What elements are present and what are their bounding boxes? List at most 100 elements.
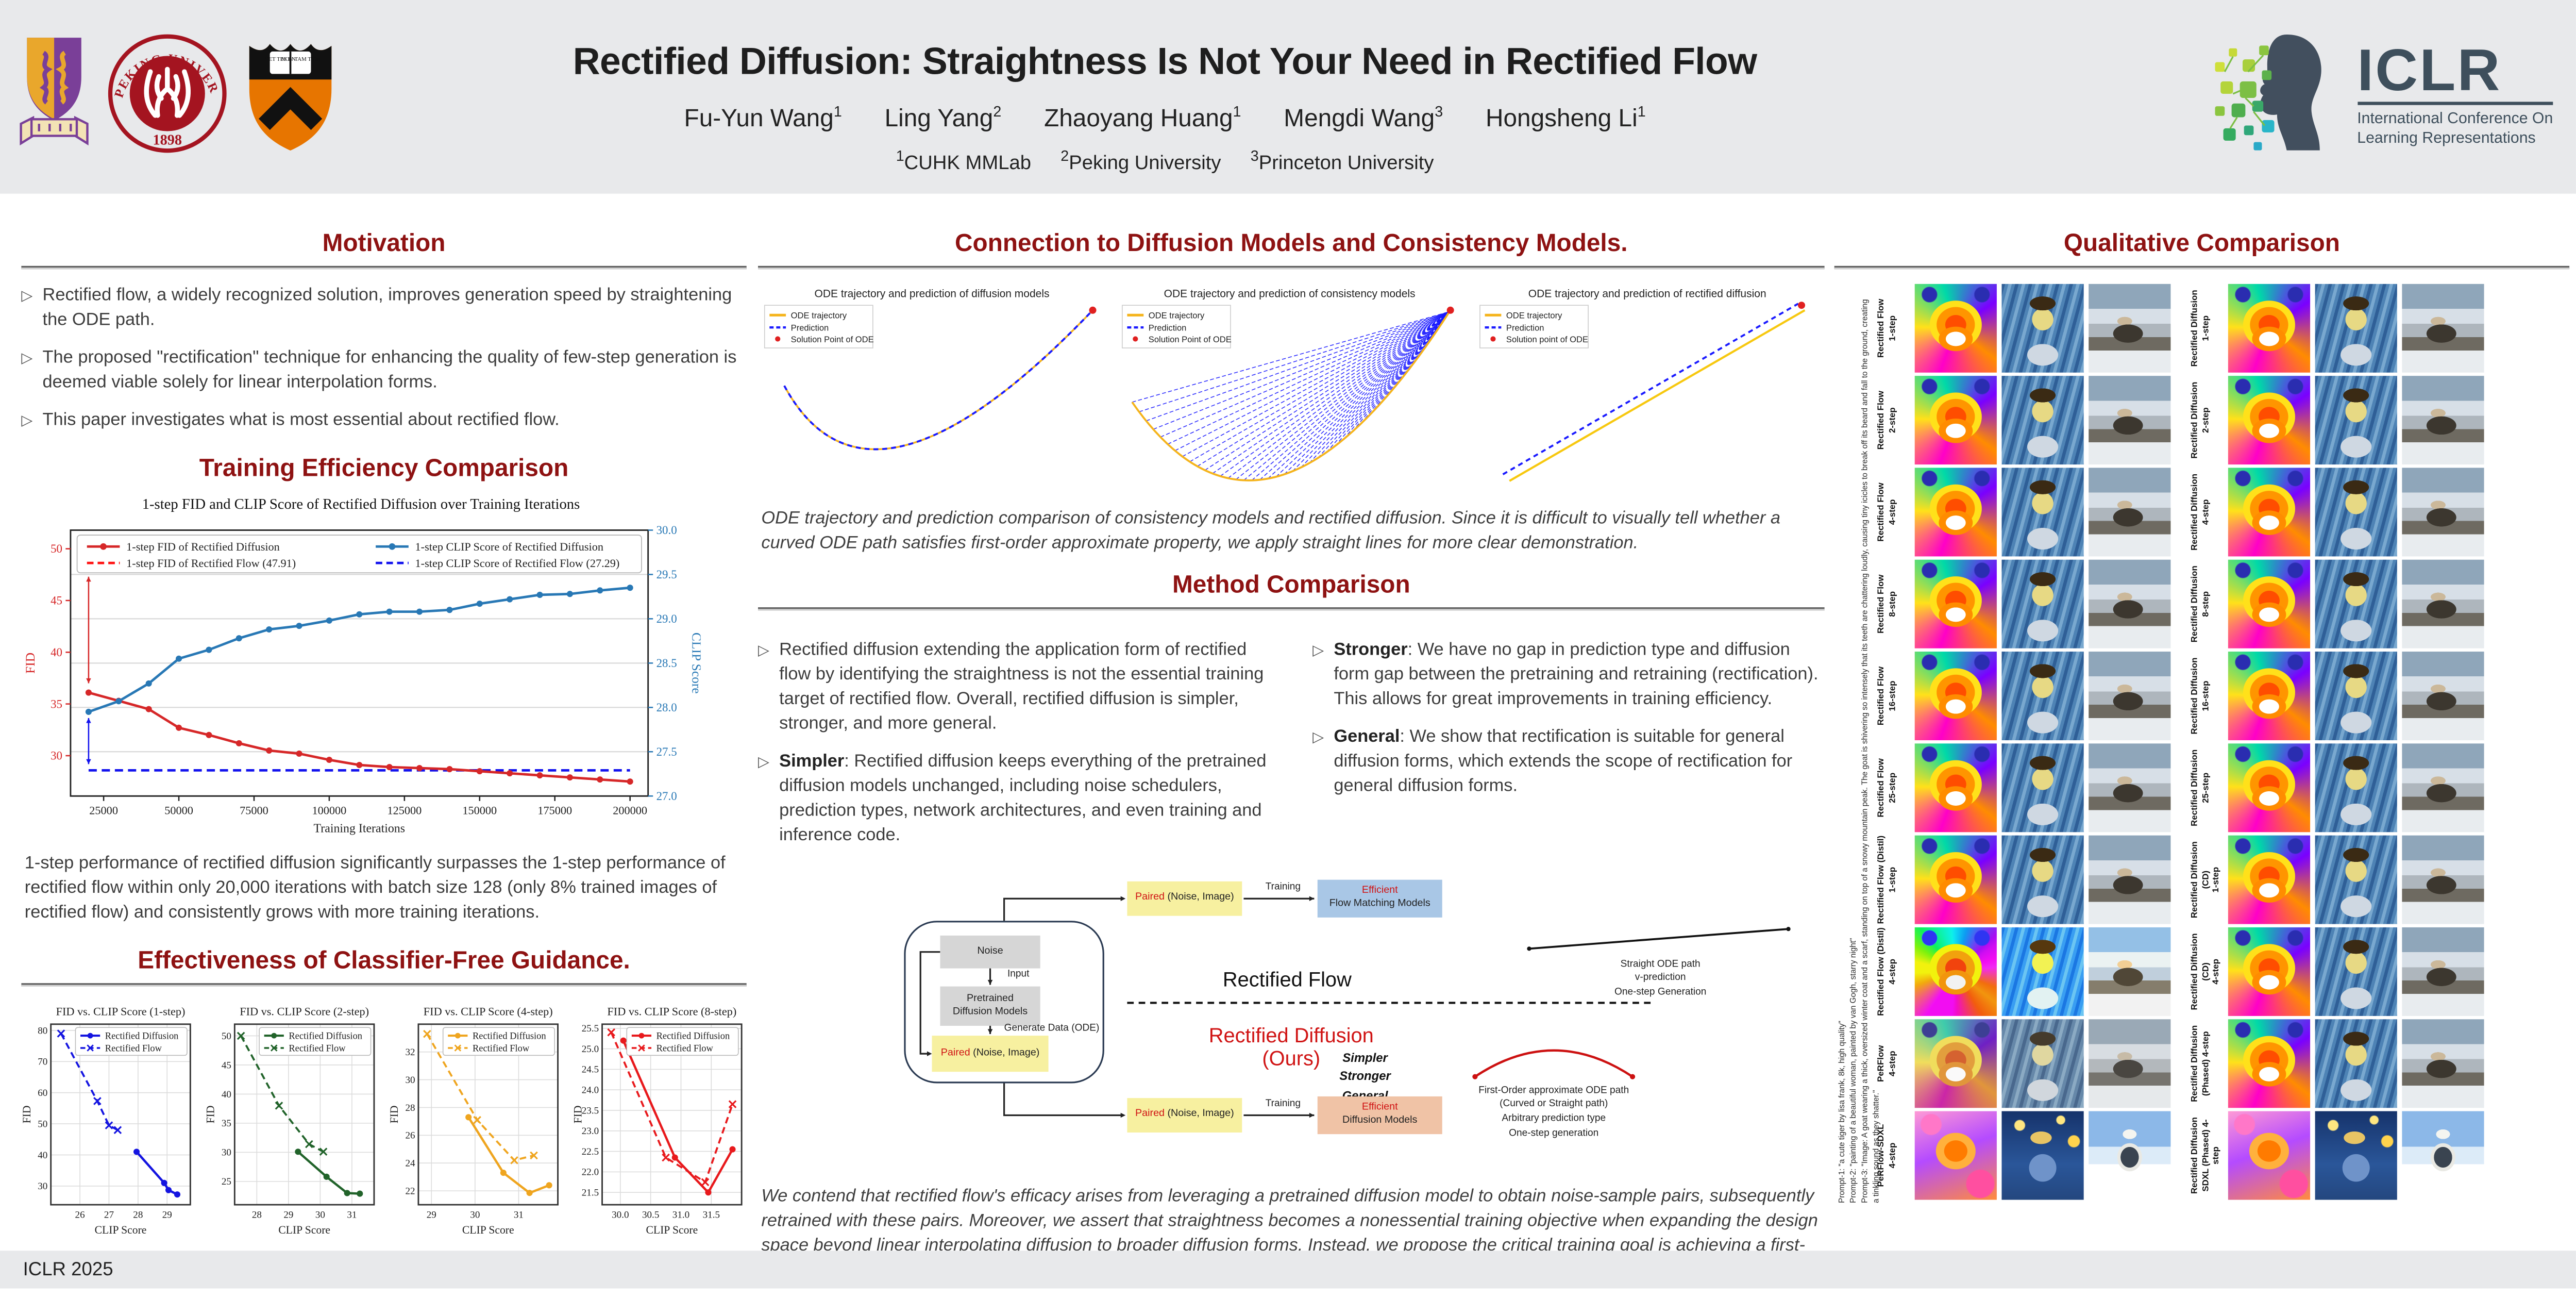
sample-image-goat: [2089, 284, 2171, 373]
svg-text:80: 80: [38, 1025, 47, 1036]
svg-text:175000: 175000: [537, 803, 572, 816]
svg-text:Prediction: Prediction: [791, 323, 829, 333]
sample-image-portrait: [2315, 559, 2397, 648]
sample-image-goat: [2089, 652, 2171, 740]
qualitative-row: Rectified Diffusion 1-step: [2191, 284, 2484, 373]
svg-text:CLIP Score: CLIP Score: [462, 1223, 514, 1235]
svg-text:FID vs. CLIP Score (4-step): FID vs. CLIP Score (4-step): [424, 1004, 553, 1017]
bullet-item: ▷ The proposed "rectification" technique …: [21, 348, 737, 393]
svg-text:28.5: 28.5: [656, 656, 677, 669]
svg-text:Rectified Flow: Rectified Flow: [656, 1042, 714, 1053]
qualitative-row: Rectified Flow (Distil) 1-step: [1877, 835, 2171, 924]
sample-image-portrait: [2315, 652, 2397, 740]
sample-image-goat: [2089, 927, 2171, 1016]
svg-text:24.5: 24.5: [582, 1063, 599, 1074]
row-label: Rectified Flow 8-step: [1877, 574, 1898, 634]
svg-text:29: 29: [162, 1209, 172, 1220]
sample-image-goat: [2402, 468, 2484, 557]
diffusion-models-box: Efficient Diffusion Models: [1317, 1095, 1442, 1134]
fid-clip-4step-chart: 29 30 31 22 24 26 28 30 32 CLIP Score FID FID vs. C…: [389, 1000, 563, 1239]
row-label: Rectified Diffusion 4-step: [2190, 473, 2211, 551]
svg-text:29: 29: [427, 1209, 436, 1220]
sample-image-tiger: [2228, 468, 2311, 557]
qualitative-row: PeRFlow 4-step: [1877, 1019, 2171, 1108]
svg-text:31.0: 31.0: [672, 1209, 689, 1220]
svg-text:50: 50: [38, 1118, 47, 1129]
svg-text:40: 40: [38, 1149, 47, 1160]
svg-text:29.0: 29.0: [656, 612, 677, 625]
sample-image-tiger: [1914, 559, 1997, 648]
svg-text:29.5: 29.5: [656, 568, 677, 580]
svg-text:ODE trajectory: ODE trajectory: [1149, 311, 1205, 321]
straight-ode-notes: Straight ODE path v-prediction One-step …: [1614, 959, 1707, 998]
fid-clip-2step-chart: 28 29 30 31 25 30 35 40 45 50 CLIP Score FID FID vs.…: [205, 1000, 379, 1239]
affiliations-line: 1CUHK MMLab 2Peking University 3Princeton …: [246, 148, 2084, 174]
svg-text:28: 28: [133, 1209, 143, 1220]
princeton-book-left: VET TES EN: [265, 56, 296, 62]
section-rule: [758, 265, 1825, 270]
prompt-text: Prompt-2: "painting of a beautiful woman…: [1850, 938, 1859, 1203]
sample-image-goat: [2402, 835, 2484, 924]
rectified-diffusion-label: Rectified Diffusion: [1208, 1023, 1374, 1046]
svg-text:22.5: 22.5: [582, 1145, 599, 1156]
affiliation: 2Peking University: [1060, 147, 1221, 174]
bullet-item: ▷ Stronger: We have no gap in prediction …: [1312, 639, 1819, 709]
svg-text:FID vs. CLIP Score (2-step): FID vs. CLIP Score (2-step): [240, 1004, 369, 1017]
svg-text:FID: FID: [389, 1105, 401, 1123]
iclr-subtitle-2: Learning Representations: [2357, 129, 2536, 147]
row-label: Rectified Flow 2-step: [1877, 390, 1898, 450]
method-diagram: Noise Input Pretrained Diffusion Models …: [758, 872, 1825, 1171]
cfg-charts-row: 26 27 28 29 30 40 50 60 70 80 CLIP Score FID FID vs.…: [21, 1000, 747, 1239]
svg-text:26: 26: [405, 1129, 415, 1140]
sample-image-portrait: [2001, 468, 2084, 557]
cfg-heading: Effectiveness of Classifier-Free Guidanc…: [138, 946, 630, 974]
svg-text:Rectified Diffusion: Rectified Diffusion: [656, 1030, 730, 1040]
row-label: Rectified Flow 1-step: [1877, 298, 1898, 358]
qualitative-row: Rectified Flow 2-step: [1877, 376, 2171, 465]
ode-diffusion-plot: ODE trajectory and prediction of diffusi…: [758, 284, 1106, 494]
iclr-acronym: ICLR: [2357, 35, 2502, 103]
svg-text:27: 27: [104, 1209, 114, 1220]
sample-image-tiger: [1914, 927, 1997, 1016]
method-bullets-right: ▷ Stronger: We have no gap in prediction …: [1312, 638, 1824, 862]
row-label: Rectified Diffusion 8-step: [2190, 565, 2211, 643]
sample-image-goat: [2402, 1111, 2484, 1200]
svg-text:28.0: 28.0: [656, 701, 677, 713]
svg-text:24: 24: [405, 1157, 415, 1168]
bullet-item: ▷ This paper investigates what is most es…: [21, 411, 560, 431]
svg-text:FID: FID: [573, 1105, 584, 1123]
svg-text:21.5: 21.5: [582, 1187, 599, 1197]
footer-text: ICLR 2025: [23, 1259, 113, 1279]
training-efficiency-chart: 30 35 40 45 50 27.0 27.5 28.0 28.5 29.0 29.5 30.0 25…: [21, 490, 701, 838]
ours-label: (Ours): [1262, 1046, 1321, 1070]
svg-text:29: 29: [283, 1209, 293, 1220]
method-bullets: ▷ Rectified diffusion extending the appli…: [758, 625, 1825, 862]
sample-image-tiger: [1914, 743, 1997, 833]
section-rule: [21, 982, 747, 986]
sample-image-goat: [2402, 284, 2484, 373]
bullet-item: ▷ General: We show that rectification is …: [1312, 727, 1793, 796]
method-bullets-left: ▷ Rectified diffusion extending the appli…: [758, 638, 1270, 862]
qualitative-row: Rectified Diffusion 4-step: [2190, 468, 2484, 557]
row-label: PeRFlow-SDXL 4-step: [1877, 1124, 1898, 1187]
sample-image-tiger: [1914, 835, 1997, 924]
svg-text:22.0: 22.0: [582, 1166, 599, 1177]
sample-image-tiger: [2228, 835, 2311, 924]
qualitative-row: Rectified Diffusion 2-step: [2191, 376, 2484, 465]
sample-image-portrait: [2001, 835, 2084, 924]
training-label-bottom: Training: [1265, 1099, 1301, 1109]
column-motivation: Motivation ▷ Rectified flow, a widely rec…: [21, 230, 747, 1239]
svg-text:28: 28: [405, 1102, 415, 1112]
header-band: PEKING UNIVERSITY 1898 VET TES EN NOV TA…: [0, 0, 2576, 194]
svg-text:CLIP Score: CLIP Score: [95, 1223, 147, 1235]
svg-text:22: 22: [405, 1185, 415, 1196]
training-heading: Training Efficiency Comparison: [199, 454, 569, 482]
svg-text:75000: 75000: [240, 803, 268, 816]
authors-line: Fu-Yun Wang1 Ling Yang2 Zhaoyang Huang1 Men…: [246, 104, 2084, 133]
qualitative-row: Rectified Diffusion 25-step: [2191, 743, 2484, 833]
svg-text:30: 30: [405, 1074, 415, 1085]
svg-text:200000: 200000: [613, 803, 647, 816]
method-heading: Method Comparison: [1172, 570, 1410, 599]
sample-image-portrait: [2001, 284, 2084, 373]
